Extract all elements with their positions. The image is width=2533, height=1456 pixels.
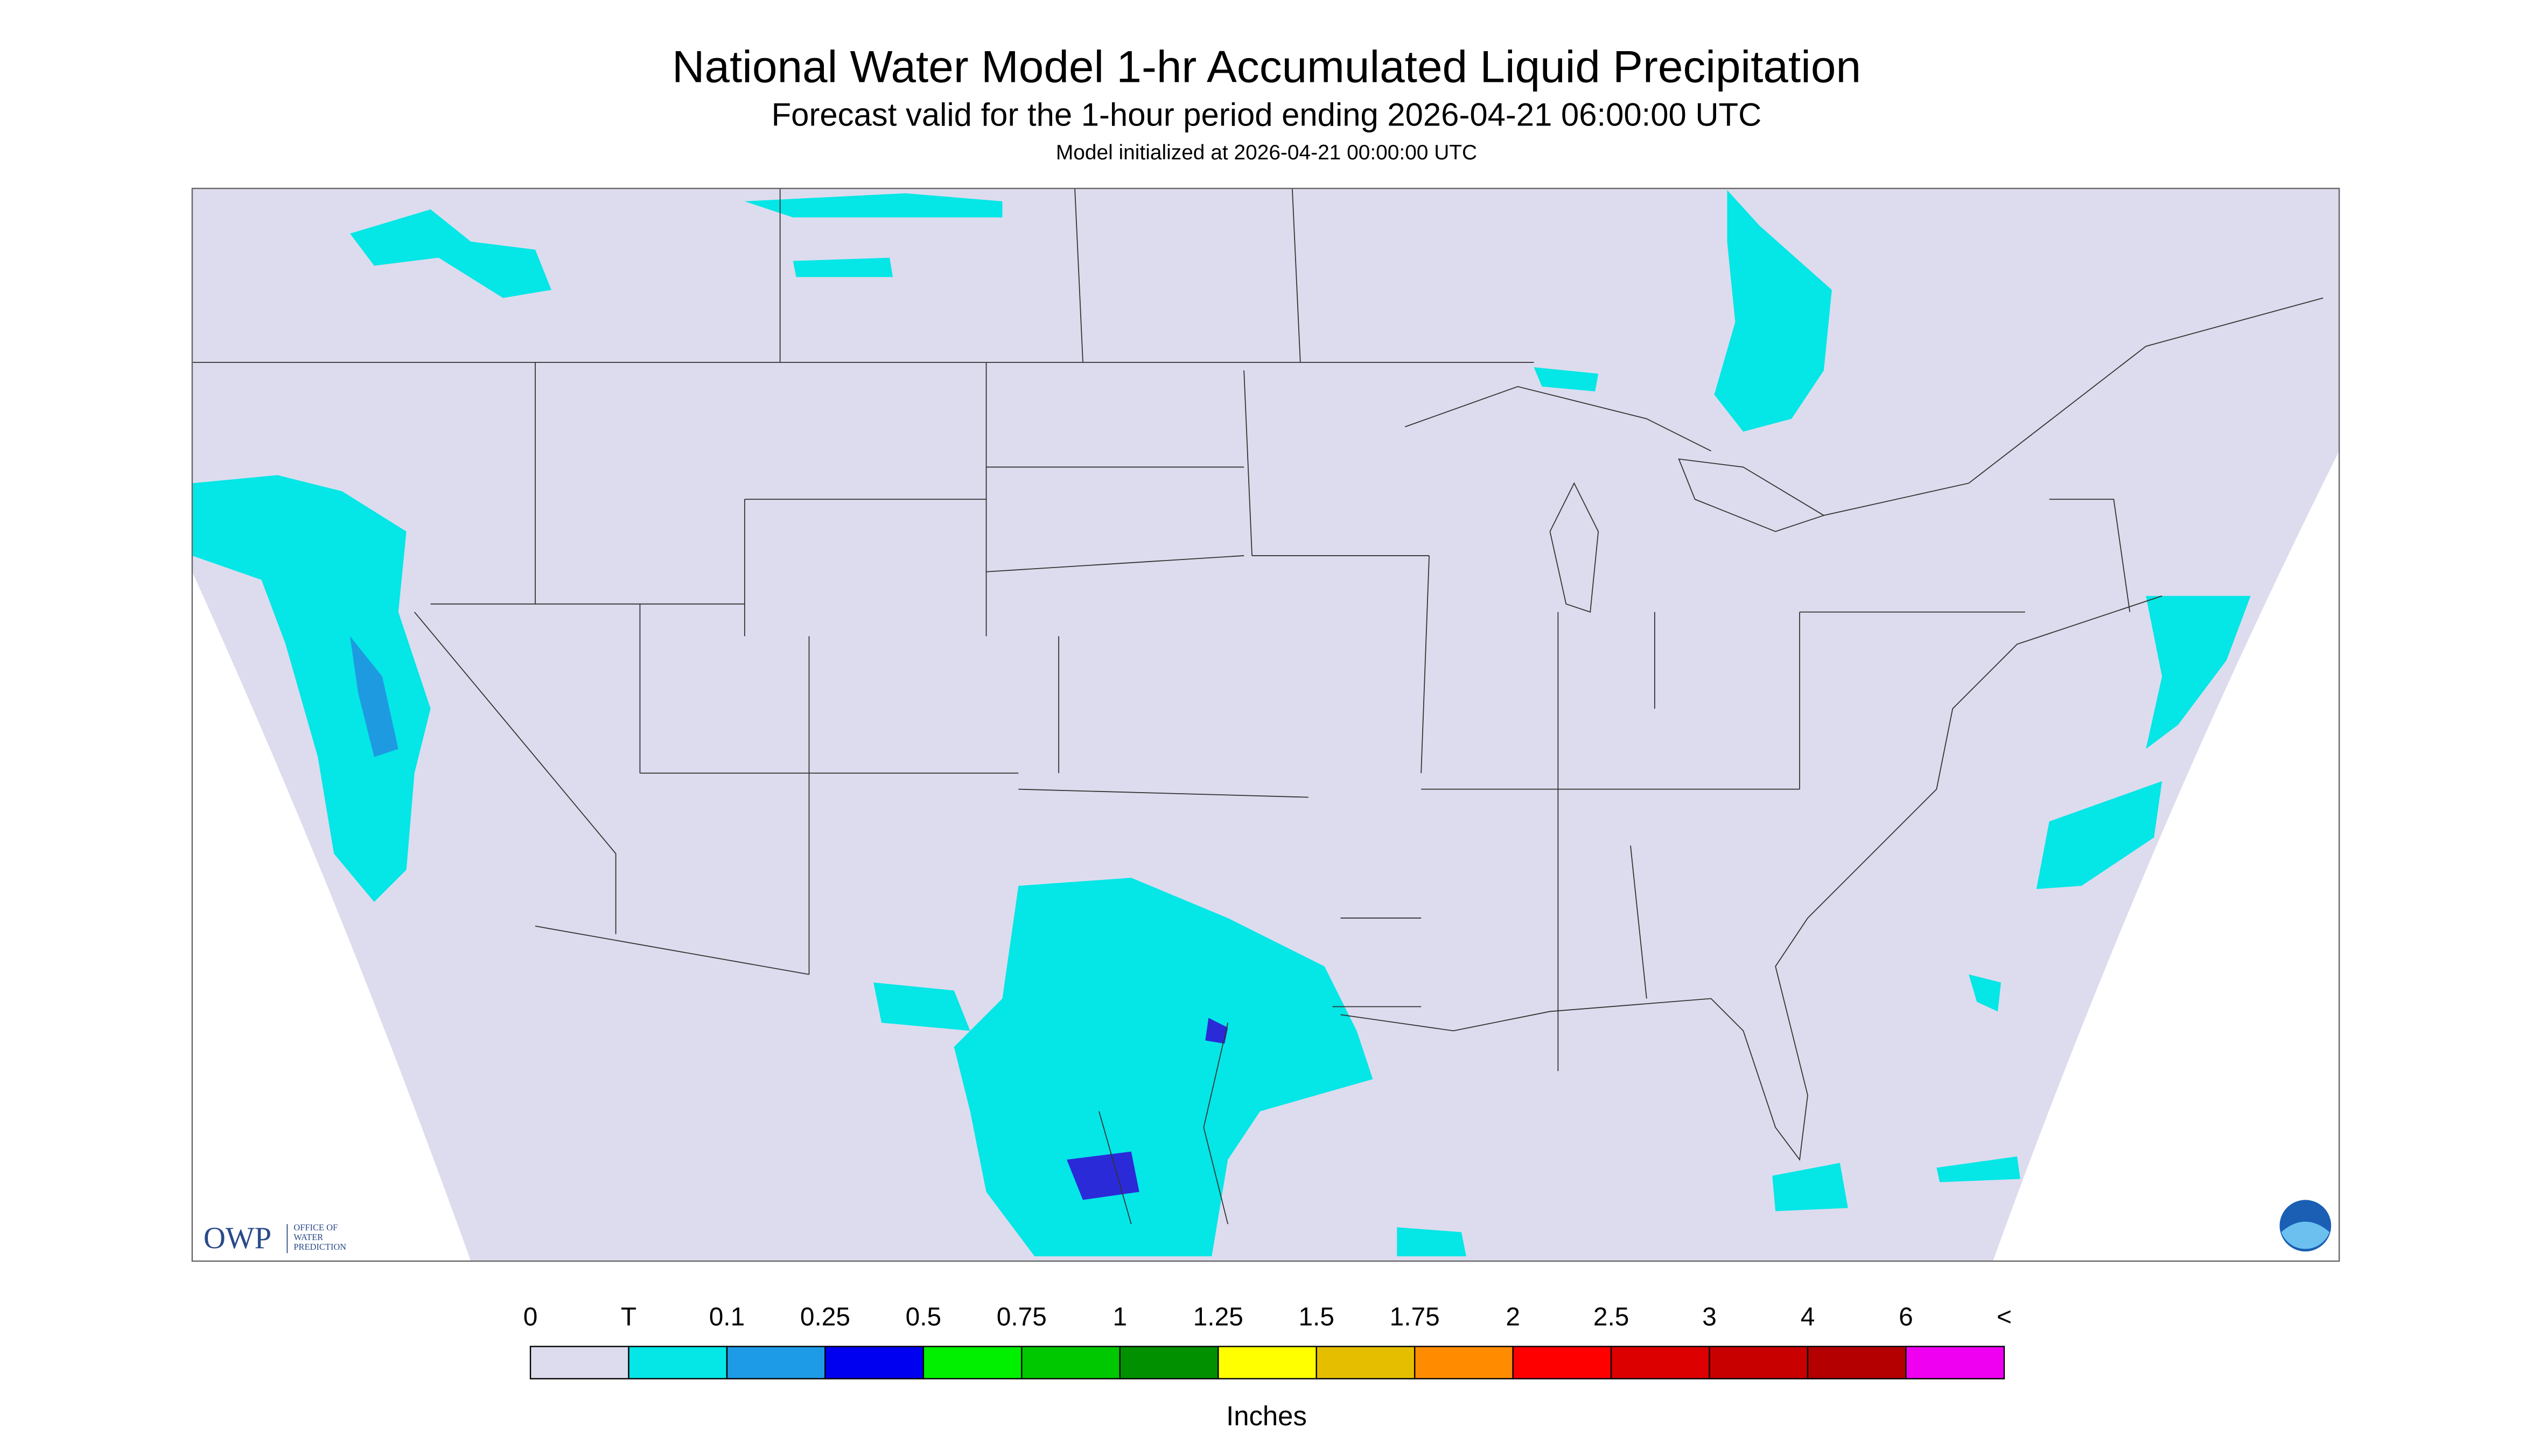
rain-area [350, 209, 551, 298]
legend-label: 2.5 [1593, 1303, 1629, 1332]
legend-swatch [1512, 1346, 1612, 1380]
rain-area [744, 193, 1003, 218]
rain-area [2036, 781, 2163, 890]
coastline [1098, 1023, 1229, 1224]
legend-swatch [922, 1346, 1023, 1380]
legend-label: 0.1 [709, 1303, 745, 1332]
legend-swatch [726, 1346, 826, 1380]
projection-edge [192, 571, 471, 1262]
lake-shore [1404, 386, 1825, 613]
legend-swatch [1905, 1346, 2005, 1380]
noaa-logo [2279, 1200, 2332, 1252]
legend-swatch [1021, 1346, 1121, 1380]
legend: 0 T 0.1 0.25 0.5 0.75 1 1.25 1.5 1.75 2 2.5 3 4 6 < [523, 1303, 2012, 1380]
border-line [192, 188, 2324, 516]
rain-area [1772, 1163, 1848, 1212]
projection-edge [1993, 451, 2340, 1262]
state-line [293, 362, 2131, 1072]
boundaries [192, 188, 2324, 1224]
rain-area [954, 878, 1373, 1257]
legend-label: 3 [1702, 1303, 1717, 1332]
legend-label: 0.25 [800, 1303, 850, 1332]
legend-swatch [1316, 1346, 1416, 1380]
map-frame [191, 187, 2340, 1262]
legend-swatch [1414, 1346, 1514, 1380]
legend-label: 0.75 [997, 1303, 1047, 1332]
rain-area [1969, 974, 2001, 1012]
noaa-wave [2281, 1221, 2330, 1249]
legend-unit: Inches [1226, 1401, 1307, 1431]
logo-line: WATER [293, 1232, 323, 1242]
legend-label: 1.75 [1390, 1303, 1440, 1332]
owp-logo: OWP OFFICE OF WATER PREDICTION [204, 1221, 346, 1255]
legend-label: 0 [523, 1303, 538, 1332]
title: National Water Model 1-hr Accumulated Li… [672, 41, 1861, 92]
init-note: Model initialized at 2026-04-21 00:00:00… [1056, 141, 1477, 164]
rain-area [1205, 1018, 1228, 1044]
legend-label: 1 [1113, 1303, 1128, 1332]
rain-area [350, 636, 398, 757]
legend-swatch [1807, 1346, 1907, 1380]
legend-label: 4 [1801, 1303, 1815, 1332]
rain-area [1936, 1156, 2020, 1182]
legend-label: 6 [1899, 1303, 1913, 1332]
rain-area [2146, 596, 2251, 749]
legend-swatch [1217, 1346, 1317, 1380]
legend-swatch [1119, 1346, 1219, 1380]
rain-area [873, 982, 970, 1031]
legend-swatch [628, 1346, 728, 1380]
legend-swatch [824, 1346, 925, 1380]
legend-label: T [621, 1303, 636, 1332]
coastline [1340, 595, 2163, 1161]
logo-line: OFFICE OF [293, 1222, 338, 1233]
legend-label: < [1997, 1303, 2012, 1332]
rain-area [1534, 367, 1599, 391]
rain-area [192, 475, 431, 902]
precipitation [192, 190, 2251, 1257]
rain-area [793, 257, 893, 277]
legend-swatch [529, 1346, 629, 1380]
legend-label: 0.5 [906, 1303, 942, 1332]
legend-swatch [1610, 1346, 1710, 1380]
subtitle: Forecast valid for the 1-hour period end… [772, 96, 1762, 132]
rain-area [1714, 190, 1832, 432]
legend-swatch [1709, 1346, 1809, 1380]
rain-area [1397, 1227, 1466, 1257]
legend-label: 1.5 [1298, 1303, 1334, 1332]
map: OWP OFFICE OF WATER PREDICTION [191, 187, 2340, 1262]
legend-label: 2 [1506, 1303, 1520, 1332]
logo-name: OWP [204, 1221, 271, 1255]
logo-line: PREDICTION [293, 1242, 346, 1252]
legend-label: 1.25 [1193, 1303, 1243, 1332]
